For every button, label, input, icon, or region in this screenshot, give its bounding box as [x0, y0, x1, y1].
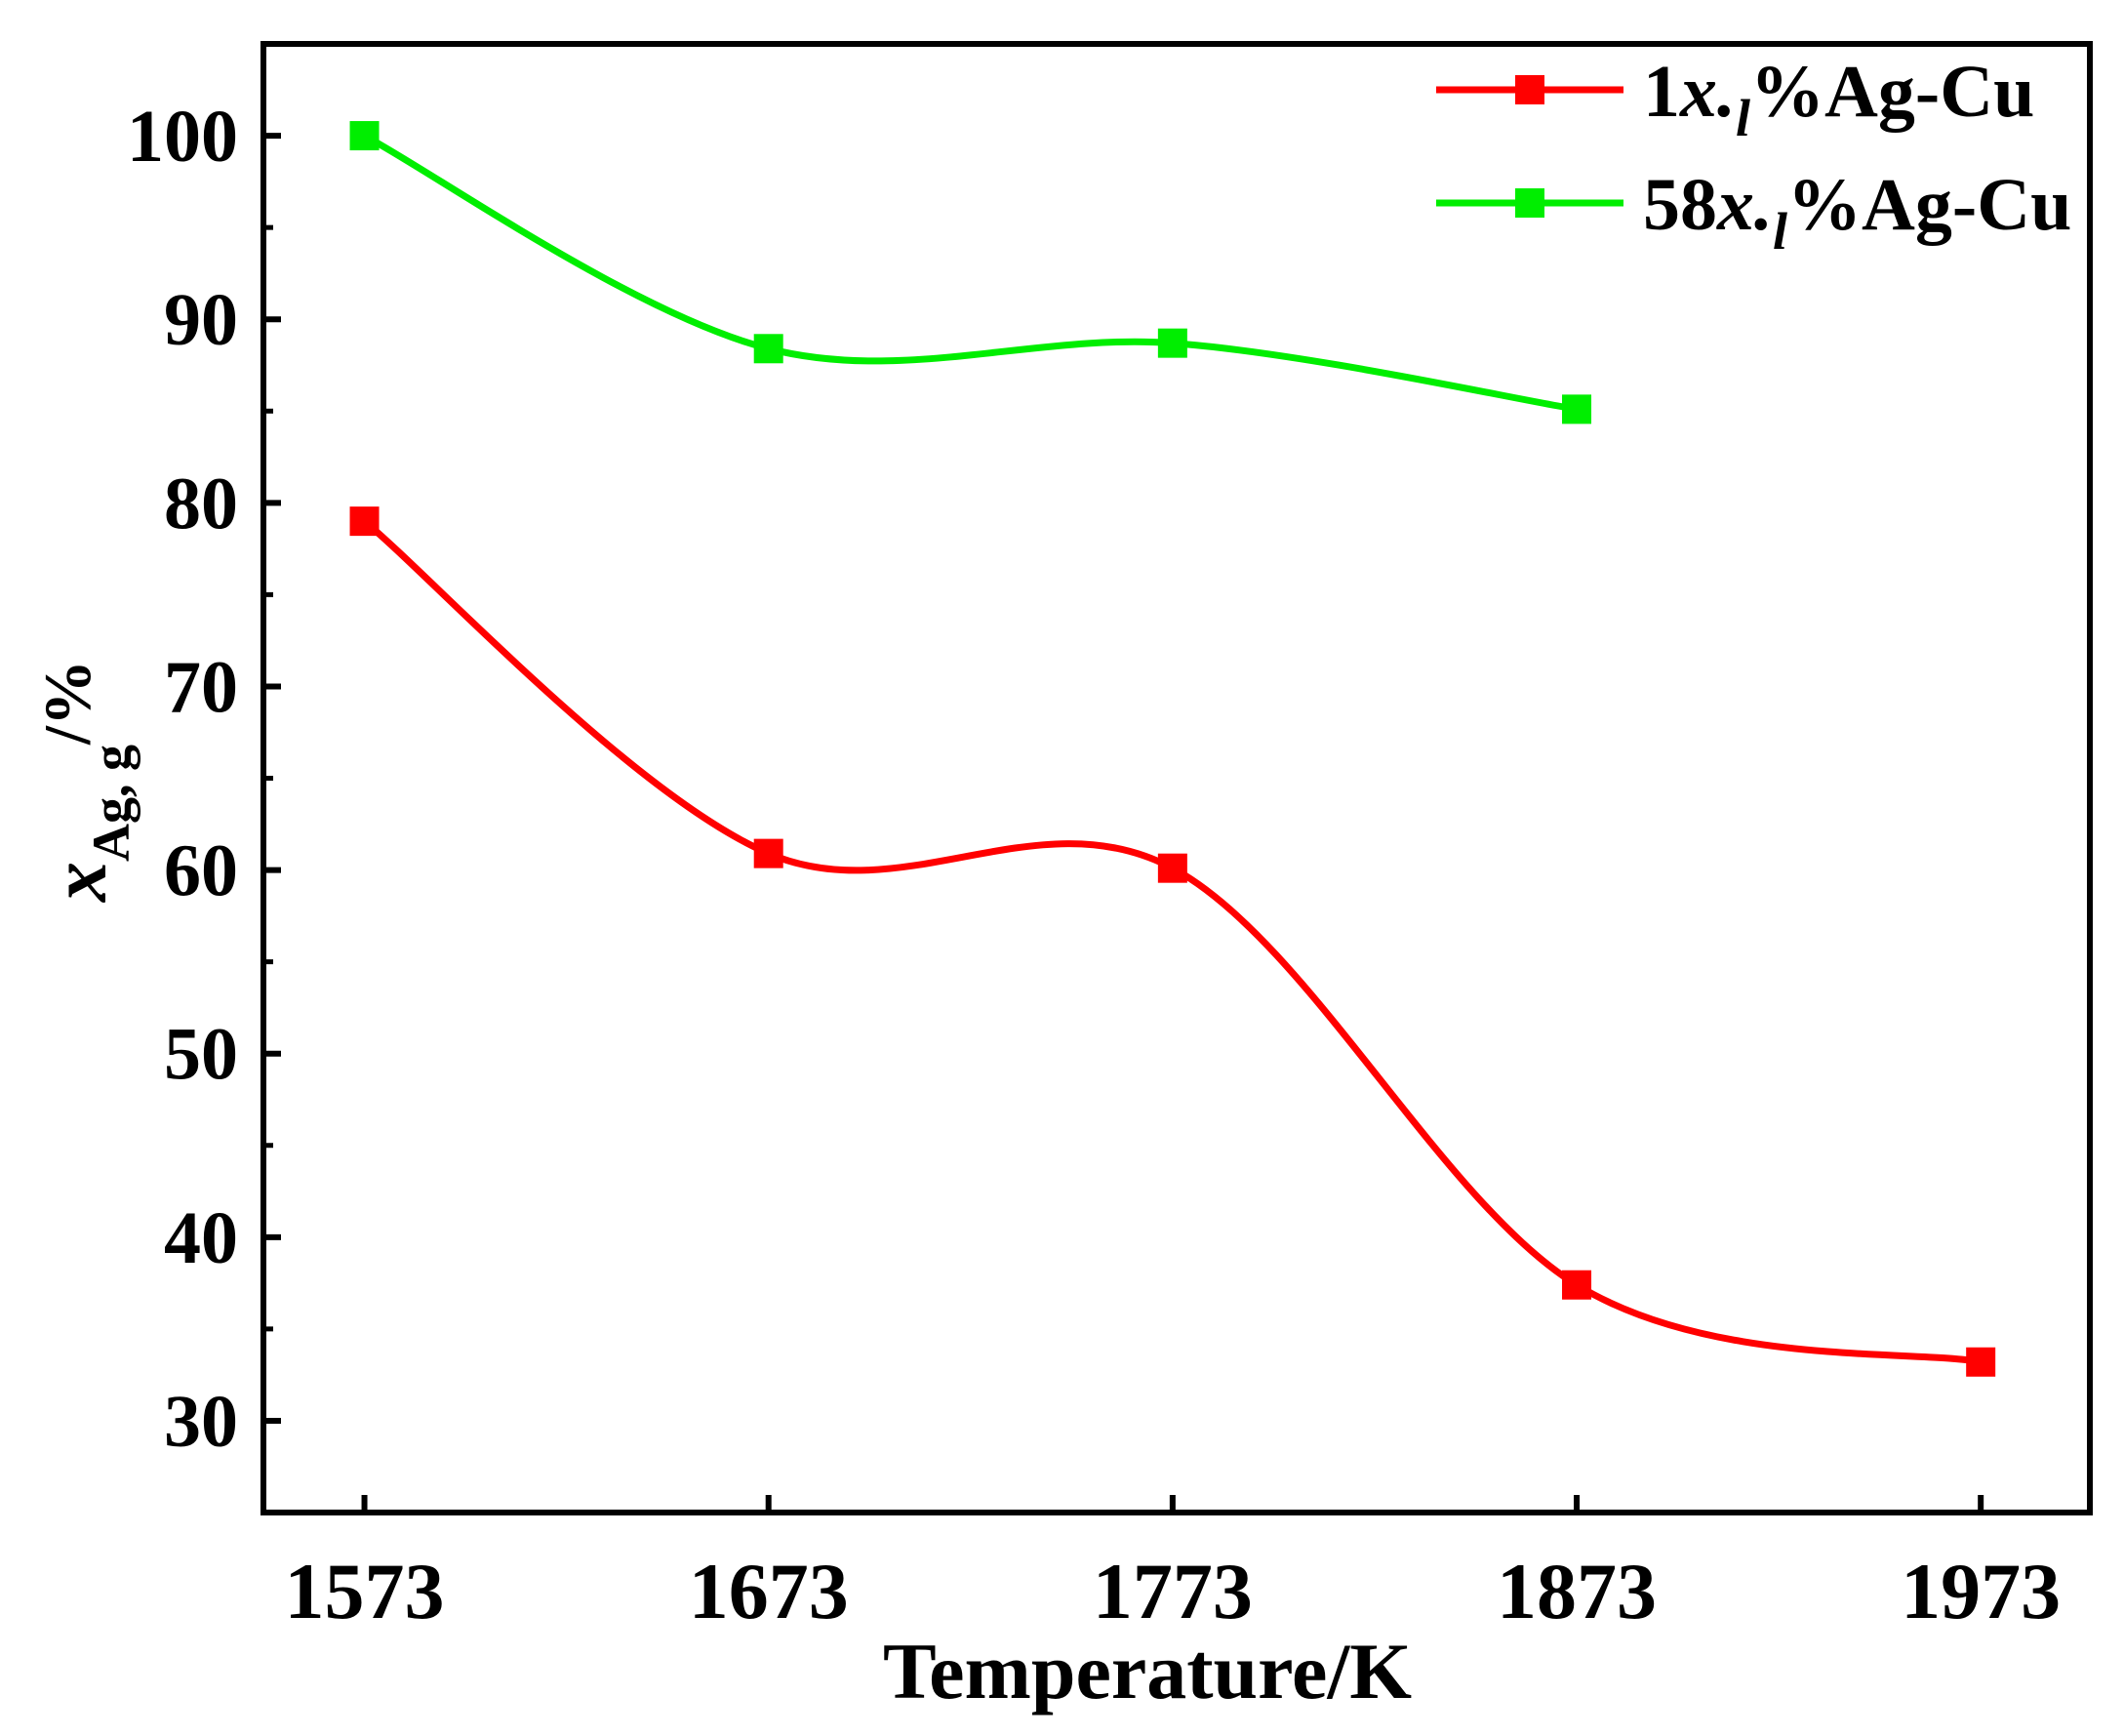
- series-1-point-1573: [349, 506, 380, 537]
- y-tick-label-100: 100: [127, 96, 238, 178]
- x-tick-label-1673: 1673: [689, 1547, 849, 1635]
- y-tick-label-60: 60: [164, 830, 238, 912]
- x-tick-label-1973: 1973: [1901, 1547, 2061, 1635]
- y-tick-label-90: 90: [164, 279, 238, 361]
- series-2-point-1573: [349, 121, 380, 151]
- y-tick-label-40: 40: [164, 1197, 238, 1279]
- x-axis-title: Temperature/K: [883, 1627, 1412, 1716]
- series-2-point-1673: [753, 334, 783, 364]
- x-tick-label-1573: 1573: [285, 1547, 445, 1635]
- y-tick-label-80: 80: [164, 463, 238, 545]
- series-1-point-1973: [1966, 1347, 1996, 1377]
- series-line-1: [361, 517, 1984, 1366]
- y-tick-label-70: 70: [164, 646, 238, 728]
- series-1-point-1773: [1157, 853, 1187, 883]
- series-2-point-1873: [1562, 394, 1592, 424]
- legend-marker-1: [1515, 75, 1544, 104]
- legend-label-2: 58x.l%Ag-Cu: [1643, 164, 2071, 261]
- y-tick-label-50: 50: [164, 1014, 238, 1096]
- series-1-point-1873: [1562, 1270, 1592, 1300]
- axis-ticks: [263, 133, 1984, 1513]
- legend-label-1: 1x.l%Ag-Cu: [1643, 51, 2034, 147]
- series-2-point-1773: [1157, 328, 1187, 358]
- series-line-2: [361, 132, 1581, 413]
- plot-layer: [349, 121, 1996, 1377]
- series-1-point-1673: [753, 838, 783, 868]
- x-tick-label-1873: 1873: [1497, 1547, 1657, 1635]
- plot-frame: [260, 41, 2093, 1515]
- legend: 1x.l%Ag-Cu 58x.l%Ag-Cu: [1436, 51, 2071, 261]
- y-axis-title-subscript: Ag, g: [82, 745, 140, 862]
- y-axis-title-main: x: [34, 862, 123, 903]
- axis-labels: 30 40 50 60 70 80 90 100 1573 1673 1773 1873 1973: [127, 96, 2061, 1635]
- y-axis-title: xAg, g/%: [30, 660, 140, 903]
- y-axis-title-suffix: /%: [30, 660, 104, 746]
- legend-marker-2: [1515, 188, 1544, 218]
- x-tick-label-1773: 1773: [1093, 1547, 1253, 1635]
- y-tick-label-30: 30: [164, 1381, 238, 1463]
